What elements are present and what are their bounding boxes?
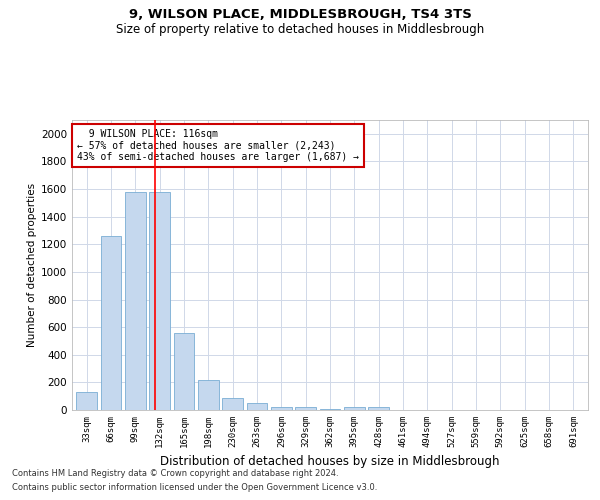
- Bar: [247, 403, 268, 410]
- Text: 9 WILSON PLACE: 116sqm
← 57% of detached houses are smaller (2,243)
43% of semi-: 9 WILSON PLACE: 116sqm ← 57% of detached…: [77, 128, 359, 162]
- Bar: [198, 380, 218, 410]
- Bar: [173, 332, 194, 410]
- X-axis label: Distribution of detached houses by size in Middlesbrough: Distribution of detached houses by size …: [160, 456, 500, 468]
- Bar: [368, 407, 389, 410]
- Text: 9, WILSON PLACE, MIDDLESBROUGH, TS4 3TS: 9, WILSON PLACE, MIDDLESBROUGH, TS4 3TS: [128, 8, 472, 20]
- Text: Size of property relative to detached houses in Middlesbrough: Size of property relative to detached ho…: [116, 22, 484, 36]
- Bar: [76, 392, 97, 410]
- Text: Contains HM Land Registry data © Crown copyright and database right 2024.: Contains HM Land Registry data © Crown c…: [12, 468, 338, 477]
- Bar: [295, 407, 316, 410]
- Y-axis label: Number of detached properties: Number of detached properties: [27, 183, 37, 347]
- Bar: [271, 406, 292, 410]
- Bar: [222, 398, 243, 410]
- Bar: [101, 236, 121, 410]
- Text: Contains public sector information licensed under the Open Government Licence v3: Contains public sector information licen…: [12, 484, 377, 492]
- Bar: [125, 192, 146, 410]
- Bar: [344, 407, 365, 410]
- Bar: [149, 192, 170, 410]
